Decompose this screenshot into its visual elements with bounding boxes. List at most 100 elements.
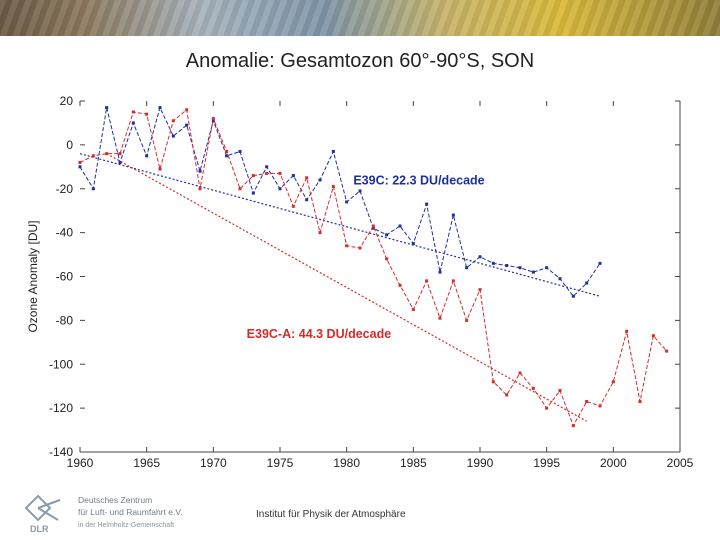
x-tick-label: 1980 [333,456,360,470]
series-line-e39c-a [79,108,668,427]
data-point-e39c [358,189,362,193]
data-point-e39c [185,123,189,127]
data-point-e39c-a [171,119,175,123]
series-line-e39c [79,106,601,297]
data-point-e39c-a [665,349,669,353]
data-point-e39c [451,213,455,217]
data-point-e39c [491,261,495,265]
data-point-e39c-a [211,117,215,121]
data-point-e39c-a [651,334,655,338]
data-point-e39c-a [425,279,429,283]
data-point-e39c-a [545,406,549,410]
data-point-e39c [171,134,175,138]
chart-axes: 1960 1965 1970 1975 1980 1985 1990 1995 2000 2005… [26,94,694,470]
data-point-e39c-a [358,246,362,250]
y-tick-label: -20 [56,182,74,196]
data-point-e39c [518,266,522,270]
data-point-e39c-a [145,112,149,116]
y-tick-label: -40 [56,226,74,240]
data-point-e39c [318,178,322,182]
data-point-e39c-a [131,110,135,114]
data-point-e39c-a [371,224,375,228]
data-point-e39c-a [558,389,562,393]
data-point-e39c-a [518,371,522,375]
data-point-e39c-a [571,424,575,428]
x-tick-label: 1970 [200,456,227,470]
data-point-e39c [465,266,469,270]
data-point-e39c-a [451,279,455,283]
data-point-e39c [478,255,482,259]
data-point-e39c [411,242,415,246]
logo-line-3: in der Helmholtz-Gemeinschaft [78,522,174,529]
annotation-label: E39C-A: 44.3 DU/decade [247,327,392,341]
data-series [78,106,669,428]
data-point-e39c-a [585,400,589,404]
data-point-e39c [131,121,135,125]
data-point-e39c [331,149,335,153]
data-point-e39c-a [105,152,109,156]
y-tick-label: 20 [60,94,74,108]
data-point-e39c-a [531,386,535,390]
x-tick-label: 2005 [667,456,694,470]
data-point-e39c-a [318,231,322,235]
data-point-e39c-a [238,187,242,191]
data-point-e39c-a [345,244,349,248]
data-point-e39c [505,264,509,268]
data-point-e39c-a [185,108,189,112]
data-point-e39c-a [478,288,482,292]
logo-abbr: DLR [30,524,49,534]
data-point-e39c-a [305,176,309,180]
data-point-e39c [225,154,229,158]
data-point-e39c [145,154,149,158]
data-point-e39c [371,226,375,230]
data-point-e39c-a [331,185,335,189]
footer-institute: Institut für Physik der Atmosphäre [256,509,406,520]
data-point-e39c [385,233,389,237]
data-point-e39c-a [251,174,255,178]
data-point-e39c [291,174,295,178]
x-tick-label: 1975 [267,456,294,470]
logo-line-2: für Luft- und Raumfahrt e.V. [78,507,183,517]
data-point-e39c [91,187,95,191]
data-point-e39c [585,281,589,285]
y-tick-label: -60 [56,270,74,284]
trend-line-e39c-a [106,153,587,422]
data-point-e39c [265,165,269,169]
data-point-e39c-a [78,160,82,164]
header-banner [0,0,720,36]
logo-line-1: Deutsches Zentrum [78,495,152,505]
data-point-e39c-a [198,187,202,191]
data-point-e39c-a [265,171,269,175]
y-tick-label: -120 [49,401,73,415]
data-point-e39c [118,160,122,164]
data-point-e39c-a [278,171,282,175]
data-point-e39c-a [491,380,495,384]
data-point-e39c [545,266,549,270]
data-point-e39c-a [398,283,402,287]
chart-title: Anomalie: Gesamtozon 60°-90°S, SON [185,50,535,72]
data-point-e39c-a [385,257,389,261]
data-point-e39c-a [291,204,295,208]
data-point-e39c [571,294,575,298]
data-point-e39c [558,277,562,281]
data-point-e39c [158,106,162,110]
data-point-e39c-a [598,404,602,408]
banner-texture [0,0,720,36]
data-point-e39c-a [625,329,629,333]
chart-annotations: E39C: 22.3 DU/decade E39C-A: 44.3 DU/deca… [247,173,485,341]
trend-line-e39c [79,153,601,297]
data-point-e39c-a [611,380,615,384]
trend-lines [79,153,601,422]
x-tick-label: 1965 [133,456,160,470]
y-tick-label: -100 [49,357,73,371]
x-tick-label: 1990 [467,456,494,470]
data-point-e39c [345,200,349,204]
data-point-e39c [305,198,309,202]
y-tick-label: -80 [56,313,74,327]
data-point-e39c [278,187,282,191]
data-point-e39c [198,169,202,173]
data-point-e39c-a [438,316,442,320]
x-tick-label: 1960 [67,456,94,470]
x-tick-label: 1995 [533,456,560,470]
